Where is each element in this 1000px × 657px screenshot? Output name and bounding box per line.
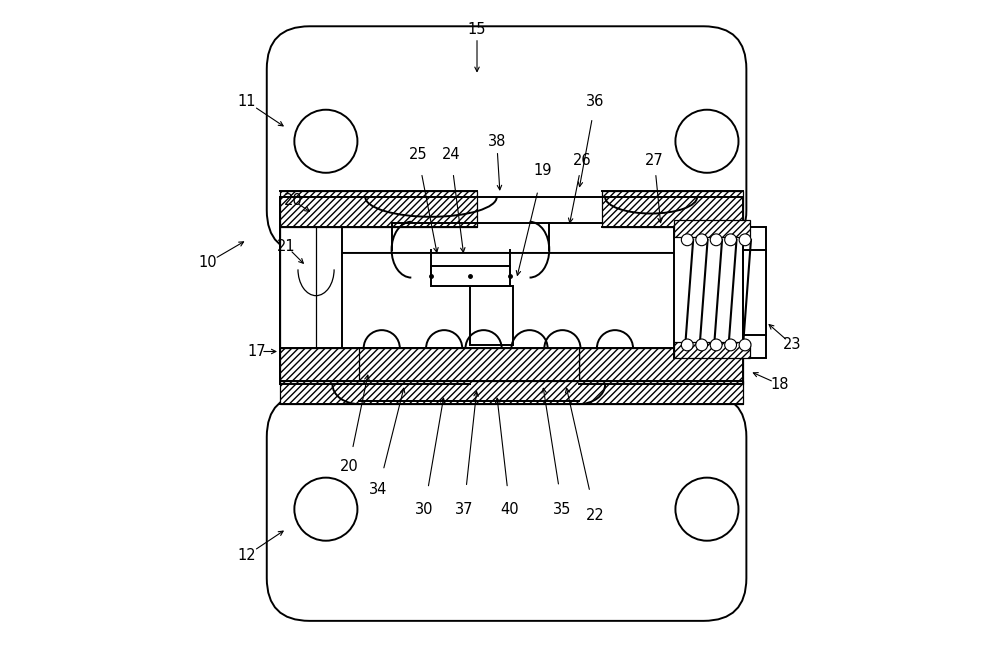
Text: 22: 22 [586, 509, 605, 523]
Circle shape [710, 234, 722, 246]
Circle shape [739, 234, 751, 246]
Circle shape [739, 339, 751, 351]
Circle shape [294, 110, 357, 173]
Circle shape [681, 339, 693, 351]
Bar [359, 348, 579, 401]
Text: 12: 12 [238, 548, 256, 562]
Bar [280, 197, 342, 384]
Bar [280, 348, 470, 384]
Text: 34: 34 [369, 482, 388, 497]
Circle shape [696, 339, 708, 351]
Text: 17: 17 [248, 344, 266, 359]
Text: 15: 15 [468, 22, 486, 37]
Text: 18: 18 [770, 377, 788, 392]
Text: 19: 19 [533, 164, 552, 178]
Bar [470, 286, 513, 345]
Text: 35: 35 [553, 502, 572, 516]
Circle shape [294, 478, 357, 541]
Text: 21: 21 [277, 239, 296, 254]
Bar [431, 266, 510, 286]
Bar [579, 348, 743, 384]
Text: 20: 20 [284, 193, 302, 208]
Circle shape [675, 110, 738, 173]
Circle shape [710, 339, 722, 351]
Bar [743, 250, 766, 335]
Bar [280, 220, 316, 358]
Text: 26: 26 [573, 154, 591, 168]
FancyBboxPatch shape [267, 394, 746, 621]
Bar [674, 342, 750, 358]
Text: 23: 23 [783, 338, 802, 352]
Bar [280, 381, 743, 404]
Text: 24: 24 [441, 147, 460, 162]
Circle shape [681, 234, 693, 246]
Text: 25: 25 [409, 147, 427, 162]
Text: 30: 30 [415, 502, 434, 516]
Text: 37: 37 [455, 502, 473, 516]
Bar [280, 191, 477, 227]
Circle shape [696, 234, 708, 246]
FancyBboxPatch shape [267, 26, 746, 253]
Bar [674, 220, 750, 237]
Text: 20: 20 [340, 459, 358, 474]
Text: 36: 36 [586, 95, 604, 109]
Text: 11: 11 [238, 95, 256, 109]
Text: 10: 10 [198, 256, 217, 270]
Text: 38: 38 [488, 134, 506, 148]
Circle shape [725, 339, 737, 351]
Circle shape [725, 234, 737, 246]
Bar [674, 227, 766, 358]
Text: 40: 40 [501, 502, 519, 516]
Bar [602, 191, 743, 227]
Circle shape [675, 478, 738, 541]
Text: 27: 27 [645, 154, 664, 168]
